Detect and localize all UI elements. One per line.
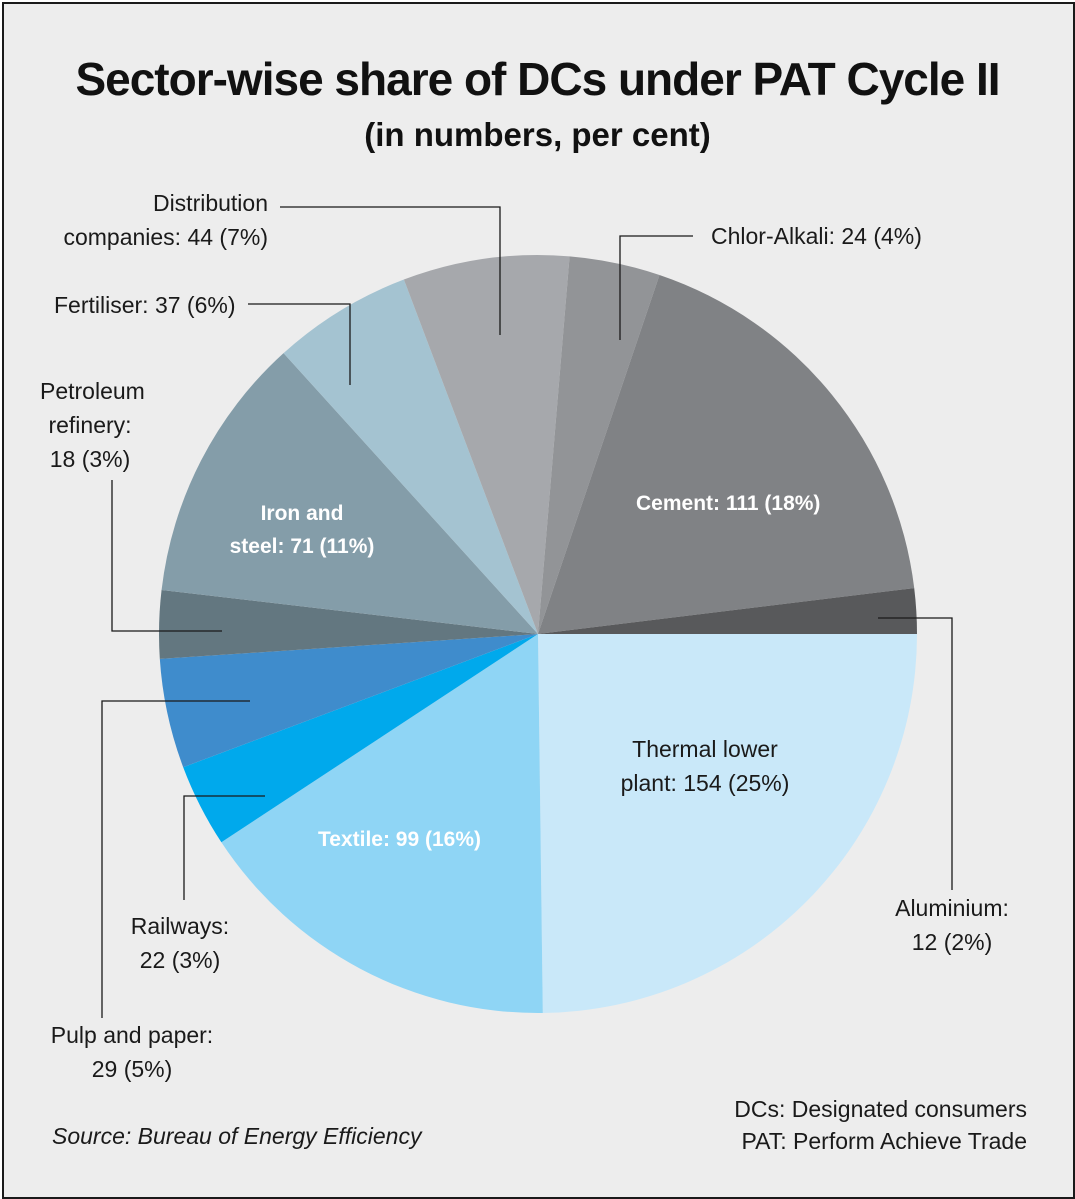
leader-lines — [101, 206, 953, 1018]
leader-line-pulp — [101, 700, 250, 1018]
leader-line-fertiliser — [248, 303, 351, 385]
leader-line-aluminium — [878, 617, 953, 890]
pie-slice-iron-and-steel — [161, 353, 538, 634]
pie-slice-petroleum-refinery — [158, 590, 538, 659]
label-chlor-alkali: Chlor-Alkali: 24 (4%) — [711, 223, 922, 249]
label-pulp-line1: Pulp and paper: — [50, 1022, 214, 1048]
note-pat: PAT: Perform Achieve Trade — [741, 1128, 1028, 1154]
label-distribution-line1: Distribution — [152, 190, 268, 216]
label-railways: Railways: 22 (3%) — [120, 909, 240, 977]
label-railways-line2: 22 (3%) — [139, 947, 221, 973]
pie-slice-thermal-lower-plant — [538, 634, 917, 1013]
label-railways-line1: Railways: — [130, 913, 230, 939]
pie-slice-distribution-companies — [403, 254, 570, 634]
label-thermal: Thermal lower plant: 154 (25%) — [605, 732, 805, 800]
chart-subtitle: (in numbers, per cent) — [364, 116, 711, 153]
label-aluminium: Aluminium: 12 (2%) — [882, 891, 1022, 959]
label-pulp-line2: 29 (5%) — [91, 1056, 173, 1082]
label-distribution-line2: companies: 44 (7%) — [63, 224, 268, 250]
leader-line-distribution — [280, 206, 501, 335]
pie-slice-railways — [183, 634, 538, 843]
label-thermal-line1: Thermal lower — [632, 736, 778, 762]
label-petroleum: Petroleum refinery: 18 (3%) — [40, 374, 145, 476]
abbreviation-notes: DCs: Designated consumers PAT: Perform A… — [734, 1093, 1027, 1157]
chart-title: Sector-wise share of DCs under PAT Cycle… — [75, 53, 1000, 105]
pie-slice-chlor-alkali — [538, 256, 660, 634]
label-distribution: Distribution companies: 44 (7%) — [40, 186, 268, 254]
leader-line-chlor-alkali — [619, 235, 693, 340]
label-pulp-paper: Pulp and paper: 29 (5%) — [36, 1018, 228, 1086]
leader-line-petroleum — [111, 480, 222, 632]
label-petroleum-line3: 18 (3%) — [49, 446, 131, 472]
label-iron-line2: steel: 71 (11%) — [229, 535, 375, 558]
label-textile: Textile: 99 (16%) — [318, 828, 482, 851]
label-petroleum-line2: refinery: — [48, 412, 132, 438]
pie-slice-pulp-and-paper — [159, 634, 538, 768]
label-fertiliser: Fertiliser: 37 (6%) — [54, 292, 236, 318]
label-thermal-line2: plant: 154 (25%) — [620, 770, 790, 796]
pie-slices — [158, 254, 917, 1014]
label-cement: Cement: 111 (18%) — [636, 492, 821, 515]
source-note: Source: Bureau of Energy Efficiency — [52, 1123, 422, 1149]
pie-slice-fertiliser — [283, 279, 538, 634]
label-aluminium-line2: 12 (2%) — [911, 929, 993, 955]
label-petroleum-line1: Petroleum — [40, 378, 145, 404]
pie-slice-aluminium — [538, 588, 917, 634]
note-dcs: DCs: Designated consumers — [734, 1096, 1027, 1122]
pie-slice-cement — [538, 275, 915, 634]
label-iron-line1: Iron and — [260, 502, 344, 525]
label-iron-steel: Iron and steel: 71 (11%) — [222, 497, 382, 563]
pie-slice-textile — [221, 634, 543, 1014]
label-aluminium-line1: Aluminium: — [895, 895, 1009, 921]
leader-line-railways — [183, 795, 265, 900]
